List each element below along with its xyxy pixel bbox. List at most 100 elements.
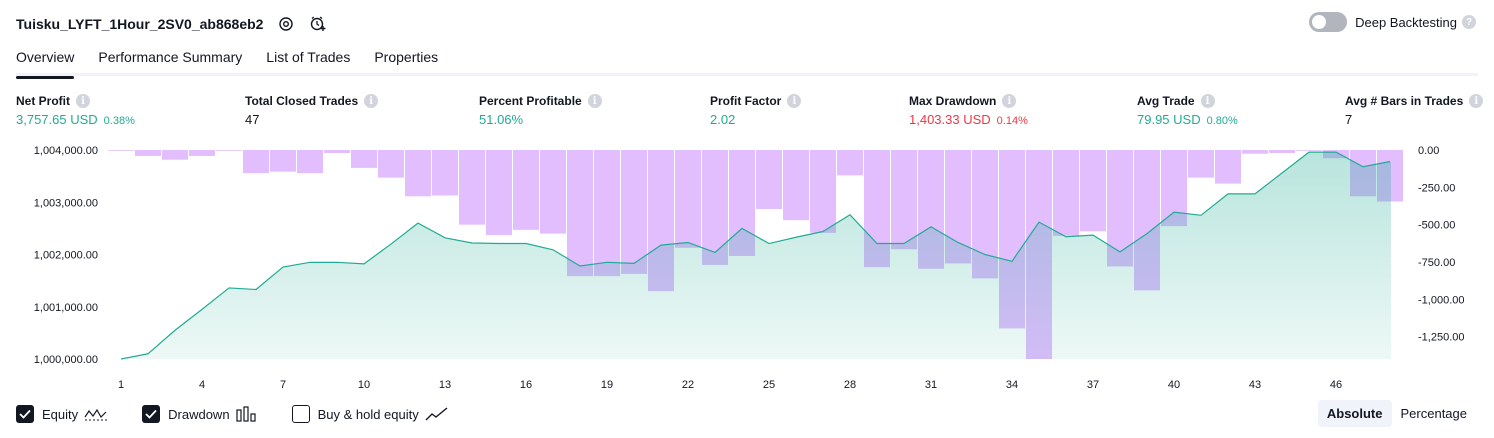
x-tick-label: 10 bbox=[358, 379, 370, 391]
info-icon[interactable]: i bbox=[1469, 94, 1484, 108]
drawdown-bar bbox=[675, 150, 701, 248]
info-icon[interactable]: i bbox=[587, 94, 602, 108]
drawdown-bar bbox=[108, 150, 134, 151]
scale-mode-switch: Absolute Percentage bbox=[1317, 400, 1476, 427]
drawdown-bar bbox=[1296, 150, 1322, 151]
legend-drawdown[interactable]: Drawdown bbox=[142, 405, 257, 423]
stat-label: Avg Trade bbox=[1137, 94, 1195, 108]
drawdown-bar bbox=[486, 150, 512, 236]
stat-max-drawdown: Max Drawdown i 1,403.33 USD 0.14% bbox=[909, 93, 1028, 127]
y-left-tick-label: 1,001,000.00 bbox=[34, 302, 98, 314]
stat-label: Total Closed Trades bbox=[245, 94, 359, 108]
buy-hold-checkbox[interactable] bbox=[291, 405, 310, 423]
x-tick-label: 46 bbox=[1330, 379, 1342, 391]
drawdown-bar bbox=[378, 150, 404, 178]
stat-net-profit: Net Profit i 3,757.65 USD 0.38% bbox=[16, 93, 135, 127]
stat-label: Avg # Bars in Trades bbox=[1345, 94, 1464, 108]
x-tick-label: 16 bbox=[520, 379, 532, 391]
stat-value: 2.02 bbox=[710, 112, 736, 127]
stat-value: 3,757.65 USD bbox=[16, 112, 98, 127]
drawdown-bar bbox=[405, 150, 431, 197]
drawdown-bar bbox=[513, 150, 539, 230]
tab-performance-summary[interactable]: Performance Summary bbox=[98, 49, 243, 65]
deep-backtesting-label: Deep Backtesting bbox=[1355, 14, 1457, 30]
equity-checkbox[interactable] bbox=[16, 405, 34, 423]
info-icon[interactable]: i bbox=[364, 94, 379, 108]
help-icon[interactable]: ? bbox=[1462, 15, 1476, 29]
y-left-tick-label: 1,002,000.00 bbox=[34, 250, 98, 262]
x-tick-label: 7 bbox=[280, 379, 286, 391]
stat-value: 79.95 USD bbox=[1137, 112, 1201, 127]
y-right-tick-label: 0.00 bbox=[1418, 145, 1439, 157]
drawdown-bar bbox=[324, 150, 350, 153]
y-left-tick-label: 1,004,000.00 bbox=[34, 145, 98, 157]
chart-legend: Equity Drawdown Buy & hold equity bbox=[16, 402, 483, 426]
drawdown-bar bbox=[594, 150, 620, 277]
drawdown-bar bbox=[1080, 150, 1106, 232]
drawdown-bar bbox=[891, 150, 917, 250]
x-tick-label: 31 bbox=[925, 379, 937, 391]
drawdown-bar bbox=[837, 150, 863, 176]
drawdown-bar bbox=[1053, 150, 1079, 236]
settings-icon[interactable] bbox=[275, 13, 297, 35]
x-tick-label: 34 bbox=[1006, 379, 1018, 391]
drawdown-bars-icon bbox=[235, 406, 258, 422]
legend-label: Drawdown bbox=[168, 406, 230, 422]
stat-percent: 0.38% bbox=[103, 115, 135, 127]
tab-overview[interactable]: Overview bbox=[16, 44, 75, 79]
drawdown-bar bbox=[135, 150, 161, 156]
drawdown-bar bbox=[810, 150, 836, 233]
y-right-tick-label: -500.00 bbox=[1418, 220, 1455, 232]
absolute-button[interactable]: Absolute bbox=[1317, 400, 1392, 427]
stat-label: Percent Profitable bbox=[479, 94, 582, 108]
stat-percent: 0.14% bbox=[996, 115, 1028, 127]
percentage-button[interactable]: Percentage bbox=[1400, 406, 1468, 421]
drawdown-checkbox[interactable] bbox=[142, 405, 161, 423]
y-left-tick-label: 1,003,000.00 bbox=[34, 197, 98, 209]
stat-avg-bars: Avg # Bars in Trades i 7 bbox=[1345, 93, 1484, 127]
deep-backtesting-control: Deep Backtesting ? bbox=[1309, 12, 1476, 32]
tab-properties[interactable]: Properties bbox=[374, 49, 439, 65]
tab-list-of-trades[interactable]: List of Trades bbox=[266, 49, 351, 65]
drawdown-bar bbox=[756, 150, 782, 209]
x-tick-label: 28 bbox=[844, 379, 856, 391]
drawdown-bar bbox=[1215, 150, 1241, 184]
info-icon[interactable]: i bbox=[76, 94, 90, 108]
stat-percent: 0.80% bbox=[1206, 115, 1238, 127]
legend-equity[interactable]: Equity bbox=[16, 405, 108, 423]
drawdown-bar bbox=[621, 150, 647, 274]
drawdown-bar bbox=[432, 150, 458, 196]
legend-label: Equity bbox=[42, 406, 79, 422]
deep-backtesting-toggle[interactable] bbox=[1309, 12, 1348, 32]
info-icon[interactable]: i bbox=[787, 94, 802, 108]
legend-buy-hold[interactable]: Buy & hold equity bbox=[291, 405, 449, 423]
drawdown-bar bbox=[270, 150, 296, 172]
x-tick-label: 4 bbox=[199, 379, 205, 391]
y-right-tick-label: -1,000.00 bbox=[1418, 294, 1464, 306]
stat-value: 1,403.33 USD bbox=[909, 112, 991, 127]
stat-value: 51.06% bbox=[479, 112, 524, 127]
strategy-title: Tuisku_LYFT_1Hour_2SV0_ab868eb2 bbox=[16, 16, 264, 32]
drawdown-bar bbox=[297, 150, 323, 174]
strategy-header: Tuisku_LYFT_1Hour_2SV0_ab868eb2 bbox=[16, 10, 329, 38]
info-icon[interactable]: i bbox=[1002, 94, 1017, 108]
drawdown-bar bbox=[1188, 150, 1214, 178]
equity-line bbox=[120, 151, 1391, 360]
drawdown-bar bbox=[459, 150, 485, 225]
drawdown-bar bbox=[189, 150, 215, 156]
stat-label: Max Drawdown bbox=[909, 94, 997, 108]
x-tick-label: 1 bbox=[118, 379, 124, 391]
drawdown-bar bbox=[216, 150, 242, 151]
x-tick-label: 22 bbox=[682, 379, 694, 391]
add-alert-icon[interactable] bbox=[307, 13, 329, 35]
equity-drawdown-chart[interactable]: 1,000,000.00 1,001,000.00 1,002,000.00 1,00… bbox=[0, 138, 1494, 400]
stat-label: Net Profit bbox=[16, 94, 70, 108]
y-left-tick-label: 1,000,000.00 bbox=[34, 354, 98, 366]
stat-percent-profitable: Percent Profitable i 51.06% bbox=[479, 93, 602, 127]
y-right-tick-label: -250.00 bbox=[1418, 182, 1455, 194]
drawdown-bar bbox=[783, 150, 809, 221]
buy-hold-line-icon bbox=[425, 406, 449, 422]
stat-total-closed-trades: Total Closed Trades i 47 bbox=[245, 93, 379, 127]
info-icon[interactable]: i bbox=[1200, 94, 1215, 108]
stat-value: 47 bbox=[245, 112, 260, 127]
